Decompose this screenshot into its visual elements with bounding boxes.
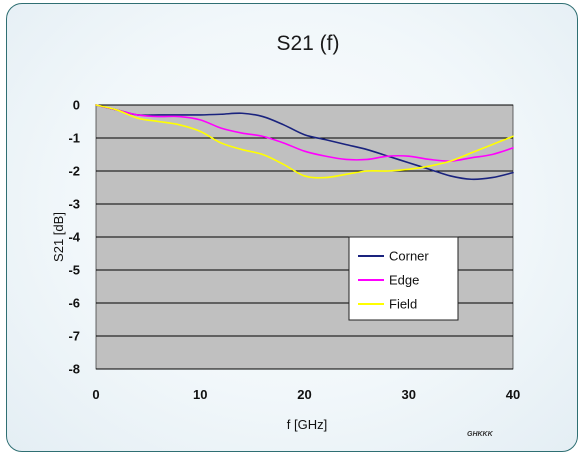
x-tick-label: 0 [92, 387, 99, 402]
chart-title: S21 (f) [276, 32, 339, 55]
y-tick-label: -7 [68, 329, 80, 344]
y-tick-labels: 0 -1 -2 -3 -4 -5 -6 -7 -8 [68, 98, 80, 377]
series-line-edge [95, 104, 514, 162]
y-tick-label: -8 [68, 362, 80, 377]
legend-label-corner: Corner [389, 249, 429, 264]
legend-box [348, 236, 459, 321]
watermark-mark: GHKKK [467, 431, 494, 438]
x-tick-labels: 0 10 20 30 40 [92, 387, 520, 402]
x-axis-label: f [GHz] [287, 417, 327, 432]
line-chart: S21 (f) 0 -1 -2 -3 -4 -5 -6 -7 -8 0 10 20 30 40 f [G… [51, 32, 520, 438]
x-tick-label: 10 [193, 387, 207, 402]
y-tick-label: -5 [68, 263, 80, 278]
y-tick-label: -2 [68, 164, 80, 179]
series-line-corner [95, 104, 514, 181]
y-tick-label: -6 [68, 296, 80, 311]
series-lines [95, 104, 514, 181]
legend-label-edge: Edge [389, 273, 419, 288]
x-tick-label: 30 [402, 387, 416, 402]
y-tick-label: -3 [68, 197, 80, 212]
y-axis-label: S21 [dB] [51, 212, 66, 262]
x-tick-label: 20 [297, 387, 311, 402]
y-tick-label: 0 [73, 98, 80, 113]
legend: Corner Edge Field [348, 236, 459, 321]
series-line-field [95, 104, 514, 179]
x-tick-label: 40 [506, 387, 520, 402]
y-tick-label: -4 [68, 230, 80, 245]
y-tick-label: -1 [68, 131, 80, 146]
chart-frame: S21 (f) 0 -1 -2 -3 -4 -5 -6 -7 -8 0 10 20 30 40 f [G… [6, 3, 578, 452]
legend-label-field: Field [389, 297, 417, 312]
